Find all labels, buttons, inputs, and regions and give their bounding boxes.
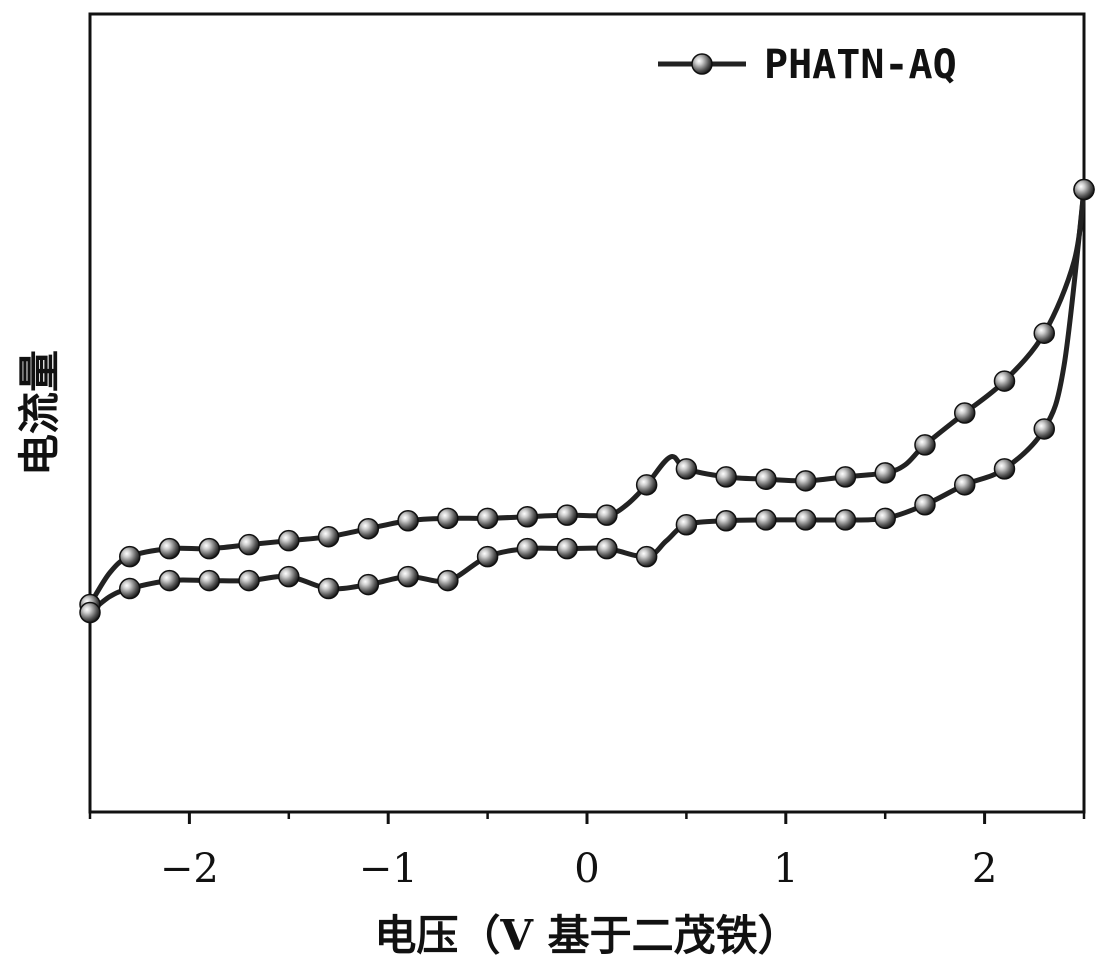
data-point-upper bbox=[278, 529, 300, 552]
data-point-lower bbox=[953, 474, 976, 496]
data-point-upper bbox=[953, 402, 976, 424]
data-point-lower bbox=[437, 569, 459, 592]
data-point-upper bbox=[437, 507, 459, 530]
data-point-lower bbox=[476, 545, 499, 568]
data-point-upper bbox=[755, 468, 777, 490]
data-point-lower bbox=[516, 537, 539, 560]
data-point-upper bbox=[198, 537, 221, 560]
data-point-lower bbox=[556, 537, 578, 560]
data-point-lower bbox=[755, 509, 777, 531]
data-point-upper bbox=[119, 545, 141, 568]
data-point-lower bbox=[198, 569, 221, 592]
data-point-lower bbox=[596, 537, 618, 560]
data-point-lower bbox=[635, 545, 658, 568]
series-markers bbox=[79, 178, 1095, 624]
series-curves bbox=[87, 189, 1087, 615]
data-point-lower bbox=[1033, 418, 1055, 440]
data-point-lower bbox=[1073, 178, 1095, 201]
data-point-upper bbox=[834, 466, 857, 488]
x-axis-ticks: −2 −1 0 1 2 bbox=[88, 812, 1086, 892]
legend-label: PHATN-AQ bbox=[764, 42, 957, 88]
data-point-lower bbox=[357, 573, 380, 596]
data-point-upper bbox=[158, 537, 181, 560]
data-point-upper bbox=[635, 474, 658, 496]
data-point-upper bbox=[516, 505, 539, 528]
x-tick-label: 1 bbox=[773, 846, 798, 892]
x-axis-label: 电压（V 基于二茂铁） bbox=[374, 911, 799, 960]
data-point-upper bbox=[1033, 322, 1055, 344]
data-point-upper bbox=[476, 507, 499, 530]
x-tick-label: 2 bbox=[972, 846, 997, 892]
data-point-lower bbox=[278, 565, 300, 588]
y-axis-label: 电流量 bbox=[15, 350, 64, 476]
data-point-upper bbox=[914, 434, 936, 456]
x-tick-label: −1 bbox=[359, 846, 418, 892]
data-point-upper bbox=[675, 458, 698, 480]
data-point-lower bbox=[675, 513, 698, 536]
data-point-upper bbox=[715, 466, 737, 488]
data-point-lower bbox=[238, 569, 260, 592]
data-point-lower bbox=[993, 458, 1016, 480]
legend: PHATN-AQ bbox=[658, 42, 957, 88]
data-point-upper bbox=[357, 517, 380, 540]
data-point-upper bbox=[596, 504, 618, 526]
data-point-upper bbox=[556, 504, 578, 526]
data-point-lower bbox=[834, 509, 857, 531]
legend-marker bbox=[691, 53, 713, 75]
data-point-upper bbox=[874, 462, 896, 484]
data-point-upper bbox=[317, 525, 340, 548]
data-point-lower bbox=[794, 509, 817, 531]
data-point-lower bbox=[914, 494, 936, 516]
data-point-lower bbox=[317, 577, 340, 600]
x-tick-label: 0 bbox=[574, 846, 599, 892]
data-point-upper bbox=[993, 370, 1016, 392]
data-point-lower bbox=[158, 569, 181, 592]
data-point-lower bbox=[397, 565, 419, 588]
data-point-lower bbox=[119, 577, 141, 600]
x-tick-label: −2 bbox=[160, 846, 219, 892]
plot-frame bbox=[88, 12, 1086, 814]
data-point-lower bbox=[79, 601, 101, 624]
data-point-lower bbox=[715, 509, 737, 532]
series-line-lower bbox=[88, 189, 1087, 615]
data-point-upper bbox=[238, 533, 260, 556]
data-point-lower bbox=[874, 507, 896, 530]
data-point-upper bbox=[397, 509, 419, 532]
data-point-upper bbox=[794, 470, 817, 492]
